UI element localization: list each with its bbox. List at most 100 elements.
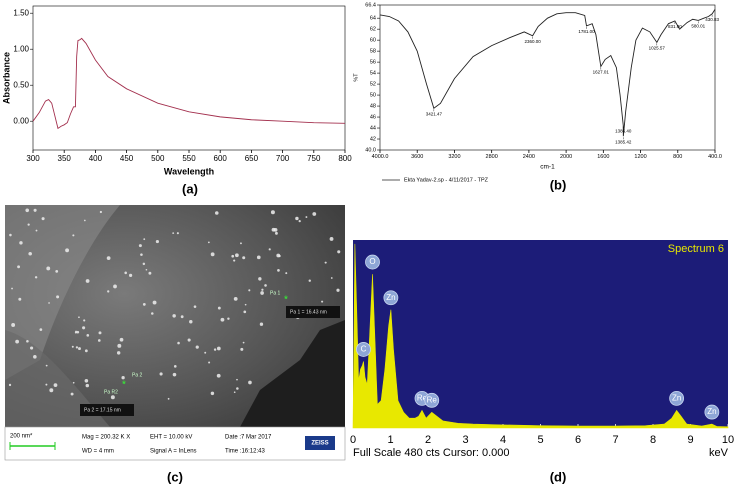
- sem-ridge: [5, 205, 120, 380]
- sem-particle: [41, 217, 45, 221]
- x-tick-label: 400: [89, 154, 103, 163]
- sem-particle: [148, 271, 152, 275]
- sem-particle: [56, 295, 60, 299]
- sem-particle: [34, 276, 38, 279]
- sem-particle: [233, 296, 238, 301]
- sem-particle: [172, 314, 176, 318]
- sem-particle: [9, 233, 12, 237]
- sem-particle: [124, 271, 127, 275]
- sem-particle: [227, 317, 230, 320]
- sem-particle: [256, 255, 261, 260]
- legend-label: Ekta Yadav-2.sp - 4/11/2017 - TPZ: [404, 177, 489, 183]
- sem-particle: [138, 244, 142, 248]
- x-tick-label: 10: [722, 434, 734, 446]
- x-tick-label: 450: [120, 154, 134, 163]
- peak-label: Re: [417, 393, 428, 402]
- sem-label-box: [80, 404, 134, 416]
- sem-particle: [308, 279, 311, 282]
- sem-panel: Pa 1 * Pa 1 = 16.43 nm Pa 2 * Pa R2 Pa 2…: [4, 205, 346, 484]
- sem-shadow: [240, 320, 345, 427]
- sem-particle: [39, 328, 43, 331]
- sem-particle: [236, 378, 238, 381]
- sem-particle: [27, 223, 30, 226]
- chart-footer: Full Scale 480 cts Cursor: 0.000: [353, 447, 510, 459]
- sem-particle: [78, 316, 80, 319]
- sem-particle: [187, 338, 191, 342]
- sem-particle: [210, 252, 215, 257]
- sem-particle: [72, 234, 75, 237]
- y-tick-label: 46: [370, 114, 376, 120]
- sem-marker: *: [122, 380, 126, 391]
- sem-info: Time :16:12:43: [225, 449, 265, 455]
- sem-particle: [83, 219, 86, 222]
- x-tick-label: 5: [537, 434, 543, 446]
- y-axis-label: %T: [353, 73, 359, 82]
- sem-particle: [260, 291, 264, 295]
- sem-particle: [110, 395, 115, 400]
- sem-particle: [116, 351, 121, 355]
- sem-particle: [207, 241, 210, 244]
- sem-particle: [76, 330, 80, 334]
- sem-particle: [273, 227, 278, 232]
- sem-particle: [33, 208, 37, 212]
- y-tick-label: 60: [370, 38, 376, 44]
- sem-particle: [17, 265, 21, 269]
- sem-particle: [298, 220, 301, 223]
- scale-bar-label: 200 nm*: [10, 434, 33, 440]
- sem-particle: [19, 241, 23, 245]
- sem-particle: [46, 266, 51, 271]
- peak-label: O: [369, 257, 375, 266]
- x-tick-label: 4: [500, 434, 506, 446]
- peak-marker: [356, 342, 371, 357]
- y-tick-label: 54: [370, 71, 376, 77]
- sem-particle: [305, 216, 308, 218]
- x-tick-label: 400.0: [708, 154, 722, 160]
- peak-label: Zn: [386, 293, 395, 302]
- sem-particle: [97, 339, 101, 342]
- x-tick-label: 0: [350, 434, 356, 446]
- sem-label: Pa 1: [270, 290, 281, 296]
- sem-particle: [336, 288, 340, 292]
- peak-marker: [424, 392, 440, 408]
- series-line: [379, 9, 716, 137]
- sem-particle: [277, 269, 280, 272]
- sem-particle: [248, 289, 251, 292]
- x-tick-label: 3200: [448, 154, 460, 160]
- sem-particle: [177, 341, 180, 345]
- sem-particle: [295, 216, 299, 221]
- x-tick-label: 2000: [560, 154, 572, 160]
- sem-particle: [204, 351, 207, 354]
- sem-particle: [172, 372, 177, 377]
- x-tick-label: 650: [245, 154, 259, 163]
- sem-particle: [70, 392, 74, 396]
- y-tick-label: 1.50: [13, 8, 29, 17]
- sem-particle: [242, 341, 245, 344]
- annotation: 2360.00: [524, 39, 541, 44]
- sem-particle: [324, 261, 327, 264]
- peak-label: Zn: [672, 393, 681, 402]
- plot-frame: [32, 5, 346, 151]
- x-tick-label: 7: [612, 434, 618, 446]
- sem-flake: [5, 330, 110, 427]
- y-axis-label: Absorbance: [1, 52, 11, 104]
- x-tick-label: 700: [276, 154, 290, 163]
- annotation: 580.01: [691, 24, 705, 29]
- sem-particle: [167, 397, 170, 400]
- sem-particle: [45, 383, 48, 386]
- sem-particle: [86, 334, 90, 337]
- sem-particle: [195, 345, 199, 349]
- sem-particle: [152, 300, 157, 305]
- x-axis-label: Wavelength: [164, 166, 214, 176]
- annotation: 430.83: [705, 17, 719, 22]
- sem-particle: [106, 256, 111, 260]
- sem-particle: [176, 232, 179, 235]
- peak-marker: [365, 254, 380, 270]
- sem-particle: [240, 242, 242, 245]
- sem-label-box: [286, 306, 340, 318]
- x-axis-label: keV: [709, 447, 729, 459]
- y-tick-label: 42: [370, 136, 376, 142]
- sem-particle: [45, 364, 48, 367]
- y-tick-label: 0.50: [13, 80, 29, 89]
- sem-particle: [53, 383, 58, 388]
